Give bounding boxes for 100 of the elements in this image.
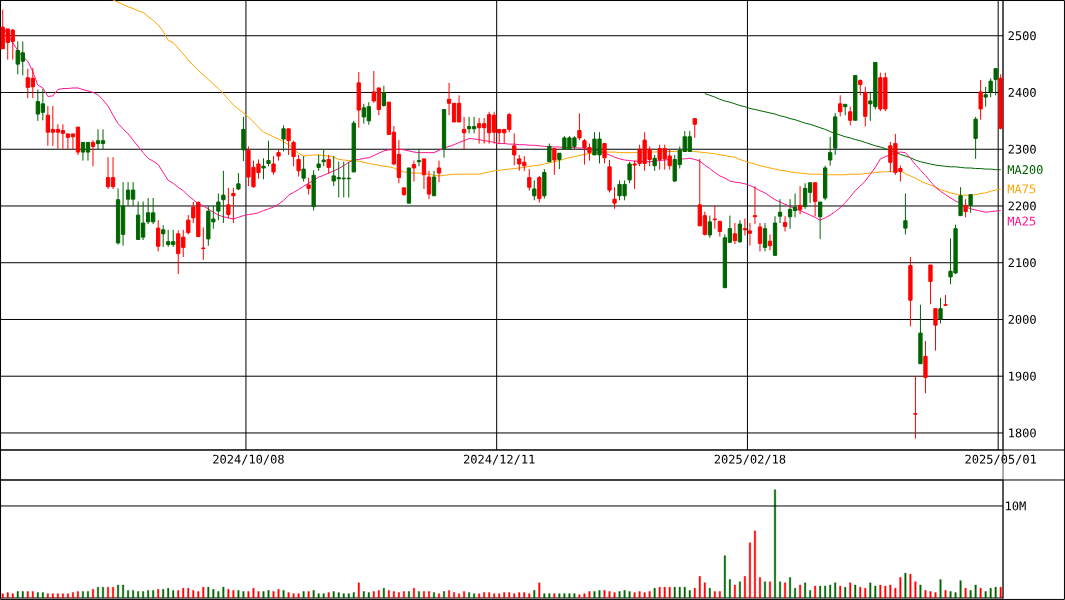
candlestick xyxy=(797,185,803,215)
candlestick xyxy=(963,198,968,218)
candlestick xyxy=(812,182,818,217)
y-tick-label: 2400 xyxy=(1008,87,1036,98)
candlestick xyxy=(451,102,457,123)
candlestick xyxy=(376,87,381,116)
candlestick xyxy=(817,201,823,240)
y-tick-label: 2200 xyxy=(1008,201,1036,211)
candlestick xyxy=(130,181,136,207)
y-tick-label: 1900 xyxy=(1009,371,1036,381)
candlestick xyxy=(426,170,432,200)
candlestick xyxy=(792,193,798,218)
candlestick xyxy=(60,123,66,150)
candlestick xyxy=(928,264,933,305)
candlestick xyxy=(216,193,221,221)
candlestick xyxy=(993,68,998,96)
candlestick xyxy=(161,224,166,248)
candlestick xyxy=(301,155,306,183)
candlestick xyxy=(552,148,557,176)
candlestick xyxy=(938,297,943,324)
y-tick-label: 2000 xyxy=(1008,314,1036,325)
candlestick xyxy=(838,94,843,117)
candlestick xyxy=(602,143,607,164)
candlestick xyxy=(291,140,296,167)
candlestick xyxy=(968,194,973,214)
candlestick xyxy=(226,187,231,219)
candlestick xyxy=(241,116,246,162)
candlestick xyxy=(471,116,477,134)
y-tick-label: 2100 xyxy=(1008,258,1036,268)
candlestick xyxy=(532,179,537,201)
candlestick xyxy=(221,170,226,224)
x-tick-label: 2024/10/08 xyxy=(213,454,284,465)
candlestick xyxy=(607,159,612,193)
candlestick xyxy=(943,294,948,306)
candlestick xyxy=(80,141,86,162)
candlestick xyxy=(266,140,271,167)
candlestick xyxy=(577,112,582,141)
candlestick xyxy=(105,156,111,190)
candlestick xyxy=(281,124,286,152)
candlestick xyxy=(466,116,472,134)
candlestick xyxy=(55,123,61,150)
candlestick xyxy=(90,139,96,167)
candlestick xyxy=(65,133,71,150)
x-tick-label: 2025/05/01 xyxy=(965,454,1036,465)
candlestick xyxy=(848,106,853,126)
y-tick-label: 2500 xyxy=(1008,31,1036,41)
candlestick xyxy=(411,160,417,183)
candlestick xyxy=(95,128,101,150)
candlestick xyxy=(752,185,758,225)
candlestick xyxy=(296,154,301,177)
candlestick xyxy=(512,132,517,166)
candlestick xyxy=(782,215,788,233)
x-tick-label: 2025/02/18 xyxy=(714,454,786,465)
candlestick xyxy=(913,375,918,440)
candlestick xyxy=(762,222,768,252)
candlestick xyxy=(757,222,763,252)
candlestick xyxy=(40,88,45,121)
y-tick-label: 1800 xyxy=(1009,428,1036,438)
candlestick xyxy=(732,222,738,245)
y-tick-label: 2300 xyxy=(1008,144,1036,154)
candlestick xyxy=(542,168,547,200)
candlestick xyxy=(156,219,161,252)
candlestick xyxy=(85,141,91,162)
candlestick xyxy=(737,219,743,244)
candlestick xyxy=(612,186,617,210)
candlestick xyxy=(863,86,868,128)
candlestick xyxy=(186,214,191,235)
candlestick xyxy=(787,198,793,230)
candlestick xyxy=(50,105,56,147)
candlestick xyxy=(742,217,748,236)
candlestick xyxy=(978,79,983,121)
candlestick xyxy=(476,117,482,145)
candlestick xyxy=(421,158,427,190)
series-label: MA25 xyxy=(1007,216,1036,226)
candlestick xyxy=(802,182,808,210)
candlestick xyxy=(747,222,753,247)
x-tick-label: 2024/12/11 xyxy=(463,454,535,465)
candlestick xyxy=(231,187,236,224)
candlestick xyxy=(416,148,422,167)
candlestick xyxy=(807,181,813,204)
candlestick xyxy=(100,128,106,150)
candlestick xyxy=(547,143,552,163)
candlestick xyxy=(45,105,51,147)
candlestick xyxy=(456,94,462,123)
candlestick xyxy=(707,215,712,239)
candlestick xyxy=(140,200,146,241)
candlestick xyxy=(431,170,437,197)
candlestick xyxy=(692,118,697,139)
candlestick xyxy=(381,85,387,108)
candlestick xyxy=(973,116,978,160)
candlestick xyxy=(271,155,276,176)
candlestick xyxy=(261,157,266,180)
series-label: MA75 xyxy=(1007,184,1036,194)
candlestick xyxy=(286,128,291,156)
candlestick xyxy=(988,77,993,98)
candlestick xyxy=(903,193,908,235)
candlestick xyxy=(436,160,442,183)
candlestick xyxy=(201,227,206,261)
candlestick xyxy=(712,205,717,230)
series-label: MA200 xyxy=(1007,165,1043,175)
